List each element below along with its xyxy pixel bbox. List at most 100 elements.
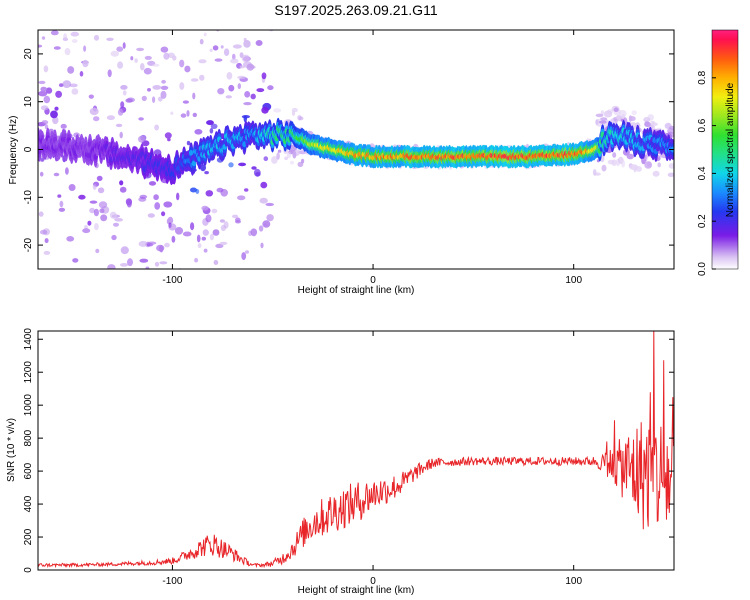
spectrogram-y-tick-label: -20 bbox=[23, 237, 34, 252]
spectral-blob bbox=[154, 124, 160, 131]
spectral-blob bbox=[241, 54, 250, 63]
spectral-blob bbox=[99, 208, 105, 214]
spectral-blob bbox=[97, 187, 105, 194]
snr-x-tick-label: 100 bbox=[565, 576, 582, 587]
colorbar-tick-label: 0.8 bbox=[697, 70, 708, 84]
spectral-blob bbox=[201, 205, 209, 211]
spectral-blob bbox=[226, 72, 233, 80]
colorbar: 0.0 0.2 0.4 0.6 0.8 Normalized spectral ampl… bbox=[697, 29, 739, 276]
spectral-blob bbox=[261, 72, 267, 80]
spectral-blob bbox=[657, 162, 661, 168]
spectral-blob bbox=[182, 231, 192, 237]
spectral-blob bbox=[71, 39, 78, 43]
spectral-blob bbox=[614, 118, 619, 124]
spectral-blob bbox=[65, 167, 69, 175]
spectral-blob bbox=[141, 95, 147, 102]
spectral-blob bbox=[230, 58, 239, 64]
spectral-blob bbox=[106, 37, 114, 41]
spectral-blob bbox=[113, 222, 119, 227]
spectral-blob bbox=[163, 52, 170, 60]
spectral-blob bbox=[292, 150, 297, 159]
spectral-blob bbox=[100, 214, 108, 222]
spectral-blob bbox=[39, 229, 48, 235]
colorbar-gradient bbox=[711, 29, 739, 270]
spectral-blob bbox=[258, 225, 264, 232]
spectral-blob bbox=[271, 156, 278, 164]
spectral-blob bbox=[284, 156, 288, 161]
spectral-blob bbox=[203, 32, 207, 37]
spectral-blob bbox=[167, 137, 171, 142]
snr-y-tick-label: 0 bbox=[23, 567, 34, 573]
spectral-blob bbox=[70, 31, 80, 37]
spectral-blob bbox=[164, 242, 170, 248]
spectral-ridge-cell bbox=[191, 160, 197, 167]
spectral-blob bbox=[64, 48, 71, 56]
spectral-blob bbox=[52, 116, 59, 125]
spectral-blob bbox=[220, 45, 224, 49]
spectral-blob bbox=[140, 62, 145, 71]
spectral-blob bbox=[631, 110, 637, 116]
spectral-blob bbox=[243, 115, 247, 123]
spectrogram-y-tick-label: 0 bbox=[23, 146, 34, 152]
spectral-blob bbox=[110, 50, 120, 57]
spectral-blob bbox=[215, 30, 220, 32]
spectral-blob bbox=[667, 172, 674, 177]
spectral-blob bbox=[98, 201, 108, 209]
spectral-blob bbox=[259, 197, 268, 204]
spectral-blob bbox=[183, 269, 189, 276]
spectral-blob bbox=[119, 186, 127, 193]
spectral-blob bbox=[297, 115, 302, 121]
spectral-blob bbox=[60, 123, 67, 129]
spectral-blob bbox=[87, 220, 92, 226]
spectral-blob bbox=[117, 108, 124, 116]
spectral-blob bbox=[154, 261, 160, 267]
spectral-blob bbox=[145, 266, 150, 269]
spectral-blob bbox=[57, 24, 64, 29]
spectral-blob bbox=[63, 33, 67, 41]
spectral-blob bbox=[652, 170, 660, 177]
spectral-blob bbox=[168, 223, 177, 231]
spectral-blob bbox=[122, 90, 127, 96]
spectral-blob bbox=[55, 90, 62, 98]
spectral-blob bbox=[163, 201, 173, 208]
spectral-blob bbox=[621, 159, 626, 168]
snr-y-tick-label: 600 bbox=[23, 462, 34, 479]
spectrogram-heatmap bbox=[38, 19, 674, 276]
spectral-blob bbox=[160, 90, 167, 99]
spectral-blob bbox=[126, 199, 132, 208]
spectral-blob bbox=[651, 122, 658, 126]
snr-y-tick-label: 1200 bbox=[23, 361, 34, 384]
spectral-blob bbox=[125, 98, 133, 103]
spectral-blob bbox=[38, 211, 44, 217]
spectral-blob bbox=[628, 115, 633, 122]
colorbar-ticks: 0.0 0.2 0.4 0.6 0.8 bbox=[697, 70, 716, 276]
spectral-blob bbox=[199, 74, 205, 81]
spectral-blob bbox=[120, 246, 129, 255]
spectral-blob bbox=[106, 115, 115, 121]
spectral-blob bbox=[180, 113, 187, 118]
snr-x-label: Height of straight line (km) bbox=[298, 585, 415, 596]
spectral-blob bbox=[209, 48, 213, 52]
spectral-blob bbox=[235, 220, 241, 224]
spectral-blob bbox=[256, 88, 265, 93]
spectral-blob bbox=[202, 229, 209, 236]
spectral-blob bbox=[138, 135, 145, 143]
spectral-blob bbox=[643, 117, 651, 123]
colorbar-tick-label: 0.4 bbox=[697, 166, 708, 180]
spectral-blob bbox=[291, 107, 298, 113]
spectral-blob bbox=[50, 30, 59, 36]
spectral-blob bbox=[138, 240, 148, 247]
spectral-blob bbox=[122, 42, 126, 49]
spectral-blob bbox=[258, 19, 267, 22]
spectral-blob bbox=[209, 128, 214, 134]
spectral-blob bbox=[84, 225, 88, 229]
spectral-blob bbox=[644, 121, 651, 128]
spectral-blob bbox=[50, 110, 58, 119]
spectral-blob bbox=[265, 202, 275, 207]
spectral-blob bbox=[239, 65, 246, 69]
spectral-blob bbox=[113, 213, 117, 220]
spectral-blob bbox=[92, 184, 97, 190]
spectral-blob bbox=[89, 200, 98, 204]
spectral-blob bbox=[143, 67, 152, 75]
spectral-blob bbox=[179, 59, 185, 68]
